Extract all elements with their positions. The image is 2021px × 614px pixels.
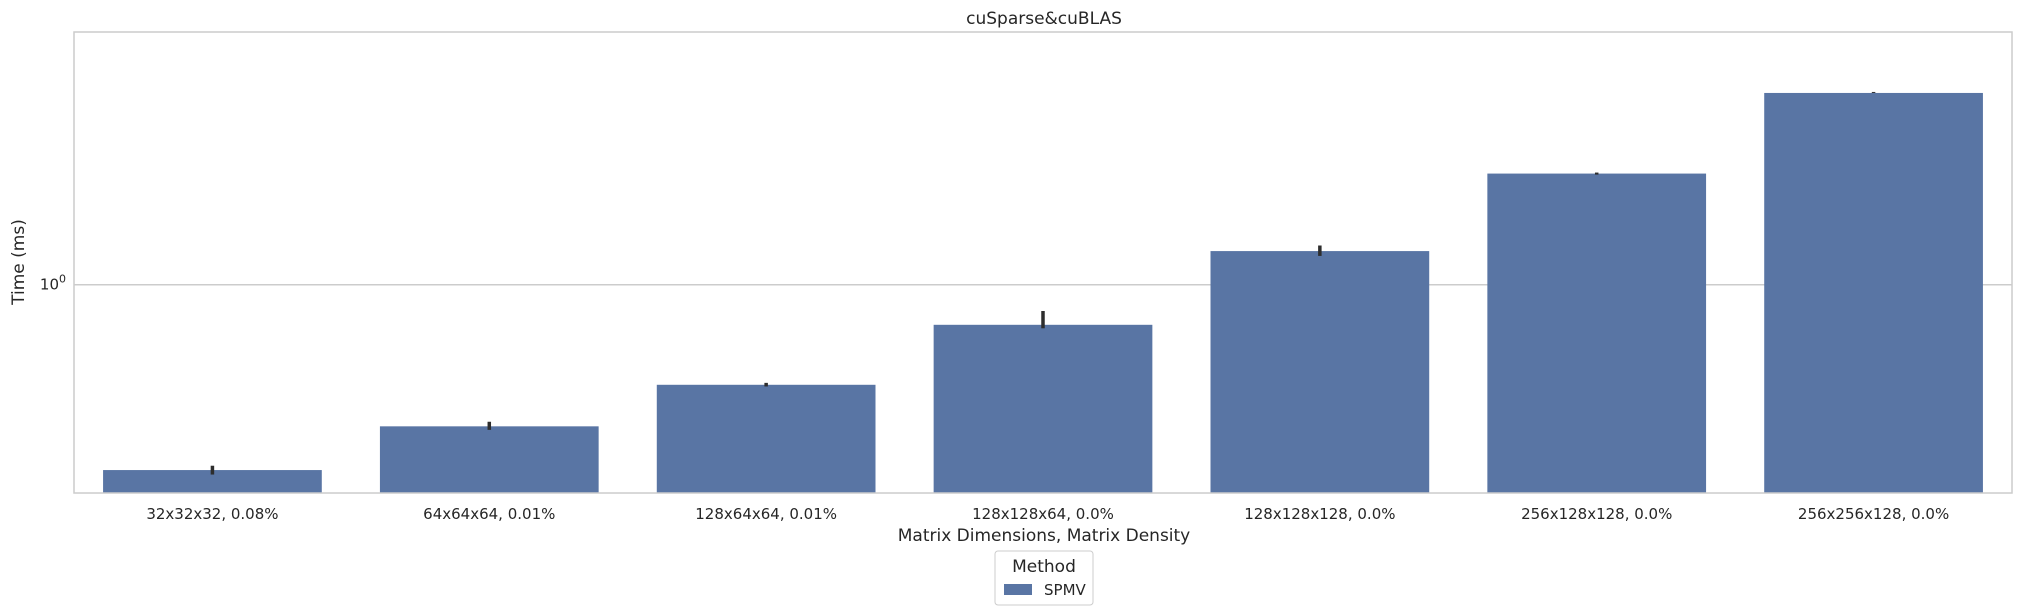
bar xyxy=(103,470,322,493)
bar xyxy=(933,324,1153,493)
bar xyxy=(379,426,599,493)
legend: Method SPMV xyxy=(994,550,1094,606)
x-tick-label: 32x32x32, 0.08% xyxy=(146,505,278,523)
error-bars xyxy=(210,91,1876,475)
y-axis-label: Time (ms) xyxy=(9,219,29,306)
bar xyxy=(1764,92,1983,493)
x-tick-label: 128x64x64, 0.01% xyxy=(695,505,837,523)
y-tick-label: 100 xyxy=(40,273,66,294)
plot-frame xyxy=(73,31,2013,494)
bars xyxy=(103,92,1983,493)
x-tick-label: 128x128x64, 0.0% xyxy=(972,505,1114,523)
x-tick-label: 64x64x64, 0.01% xyxy=(423,505,555,523)
legend-label-spmv: SPMV xyxy=(1044,581,1087,599)
bar xyxy=(656,384,876,493)
y-tick-labels: 100 xyxy=(40,273,66,294)
x-tick-labels: 32x32x32, 0.08% 64x64x64, 0.01% 128x64x64,… xyxy=(146,505,1949,523)
x-tick-label: 256x128x128, 0.0% xyxy=(1521,505,1672,523)
x-tick-label: 256x256x128, 0.0% xyxy=(1798,505,1949,523)
bar xyxy=(1487,173,1707,493)
x-tick-label: 128x128x128, 0.0% xyxy=(1244,505,1395,523)
chart-title: cuSparse&cuBLAS xyxy=(966,9,1122,29)
x-axis-label: Matrix Dimensions, Matrix Density xyxy=(898,526,1191,546)
legend-swatch-spmv xyxy=(1004,584,1032,595)
bar xyxy=(1210,251,1430,493)
legend-title: Method xyxy=(1012,557,1076,577)
